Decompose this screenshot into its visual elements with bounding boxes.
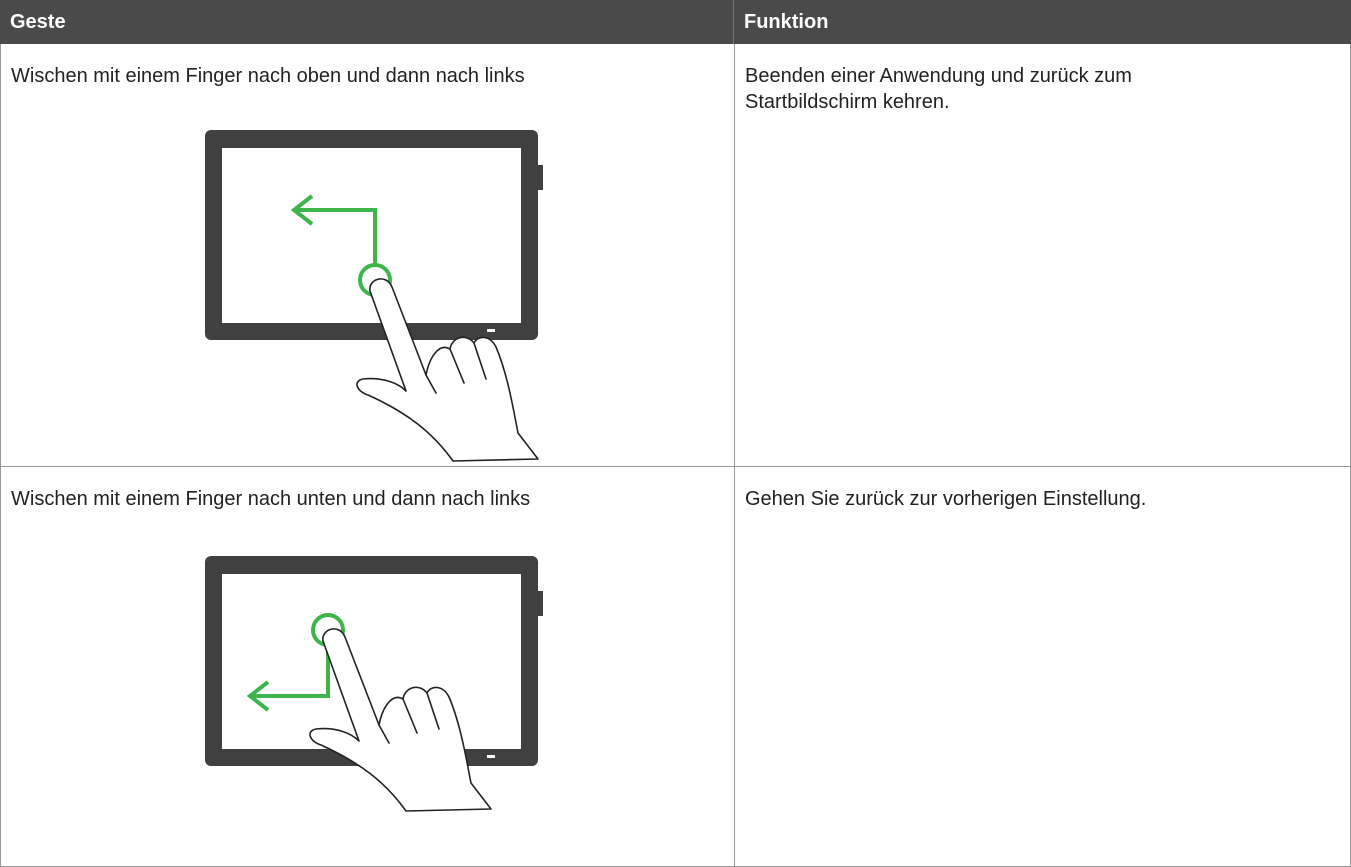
header-text: Funktion: [744, 11, 829, 33]
illustrations: [205, 130, 543, 812]
header-cell: Geste: [0, 0, 734, 44]
tablet-illustration: [205, 130, 543, 462]
function-text: Gehen Sie zurück zur vorherigen Einstell…: [745, 488, 1147, 510]
gesture-text: Wischen mit einem Finger nach oben und d…: [11, 65, 525, 87]
tablet-illustration: [205, 556, 543, 812]
gesture-text: Wischen mit einem Finger nach unten und …: [11, 488, 531, 510]
gesture-cell: Wischen mit einem Finger nach oben und d…: [0, 44, 735, 467]
header-cell: Funktion: [734, 0, 1351, 44]
function-cell: Gehen Sie zurück zur vorherigen Einstell…: [735, 467, 1351, 867]
header-text: Geste: [10, 11, 66, 33]
function-cell: Beenden einer Anwendung und zurück zum S…: [735, 44, 1351, 467]
function-text: Beenden einer Anwendung und zurück zum S…: [745, 65, 1132, 113]
